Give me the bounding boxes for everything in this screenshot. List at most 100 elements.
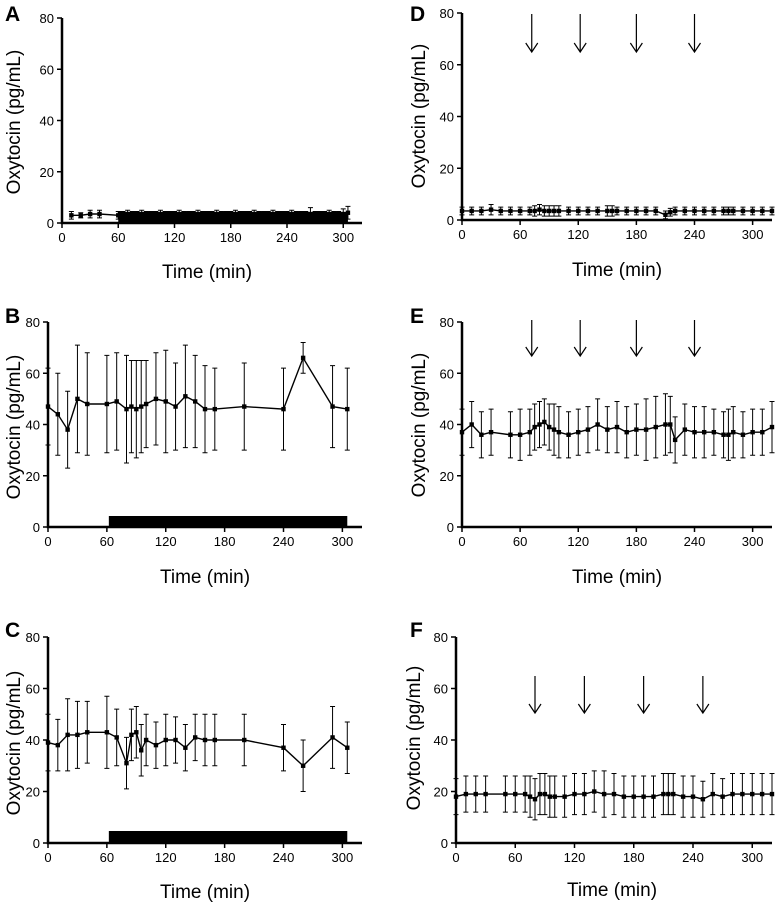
data-point	[769, 791, 775, 797]
stimulation-bar	[108, 831, 348, 843]
data-point	[532, 208, 537, 214]
data-point	[134, 213, 140, 218]
data-point	[202, 406, 208, 412]
data-point	[134, 730, 139, 735]
x-axis-title: Time (min)	[160, 882, 250, 903]
stimulus-arrow	[577, 676, 591, 715]
panel-f: F Oxytocin (pg/mL) Time (min) 0 60 120 1…	[404, 619, 775, 901]
data-point	[345, 406, 350, 412]
x-tick-label: 60	[100, 534, 114, 549]
x-tick-label: 120	[567, 534, 589, 549]
y-tick-label: 60	[434, 682, 448, 697]
data-point	[740, 791, 745, 797]
data-point	[621, 794, 627, 799]
data-point	[517, 432, 523, 437]
data-point	[576, 208, 581, 214]
data-point	[183, 745, 188, 750]
data-point	[624, 208, 629, 214]
y-tick-label: 60	[440, 366, 454, 381]
data-point	[726, 432, 731, 437]
data-point	[605, 427, 610, 432]
data-point	[85, 401, 90, 407]
data-point	[634, 427, 639, 432]
x-tick-label: 120	[155, 850, 177, 865]
data-point	[769, 208, 775, 214]
axis-frame	[60, 18, 362, 225]
data-point	[532, 797, 538, 802]
data-point	[653, 208, 658, 214]
x-axis-title: Time (min)	[572, 260, 662, 281]
data-point	[643, 208, 649, 214]
data-point	[643, 427, 649, 432]
y-tick-label: 0	[33, 836, 40, 851]
data-point	[730, 791, 735, 797]
data-point	[289, 211, 294, 217]
data-point	[572, 791, 577, 797]
data-point	[631, 794, 636, 799]
x-tick-label: 120	[567, 227, 589, 242]
data-point	[614, 424, 620, 430]
data-point	[300, 763, 306, 768]
data-point	[592, 789, 597, 794]
data-point	[176, 211, 182, 217]
data-point	[186, 213, 191, 218]
data-point	[562, 794, 567, 799]
x-tick-label: 0	[44, 534, 51, 549]
data-point	[163, 399, 168, 404]
data-point	[479, 208, 484, 214]
y-tick-label: 60	[40, 62, 54, 77]
data-point	[488, 429, 494, 435]
data-point	[750, 791, 755, 797]
data-point	[508, 432, 513, 437]
data-point	[522, 791, 528, 797]
data-point	[209, 213, 215, 218]
data-point	[672, 208, 678, 214]
data-point	[668, 210, 673, 215]
data-point	[75, 732, 80, 738]
y-tick-label: 40	[434, 733, 448, 748]
y-axis-title: Oxytocin (pg/mL)	[409, 44, 430, 189]
data-point	[527, 794, 533, 799]
data-point	[163, 737, 168, 743]
y-tick-label: 0	[447, 520, 454, 535]
data-point	[614, 208, 620, 214]
data-point	[663, 212, 668, 218]
data-point	[205, 213, 210, 218]
data-point	[459, 429, 465, 435]
data-point	[284, 213, 290, 218]
data-point	[330, 735, 335, 740]
x-tick-label: 0	[58, 230, 65, 245]
data-point	[65, 427, 70, 432]
data-point	[601, 791, 607, 797]
x-tick-label: 60	[100, 850, 114, 865]
data-point	[114, 399, 119, 404]
y-tick-label: 0	[447, 213, 454, 228]
y-tick-label: 40	[440, 110, 454, 125]
stimulus-arrow	[629, 14, 643, 54]
data-point	[153, 396, 159, 402]
data-point	[711, 429, 717, 435]
data-point	[300, 355, 306, 361]
stimulus-arrow	[528, 676, 542, 715]
data-point	[212, 737, 218, 743]
data-point	[740, 208, 746, 214]
y-tick-label: 20	[434, 785, 448, 800]
data-point	[760, 208, 765, 214]
data-point	[331, 213, 337, 218]
data-point	[479, 432, 484, 437]
y-tick-label: 80	[440, 6, 454, 21]
data-point	[65, 732, 70, 738]
data-point	[124, 406, 129, 412]
x-tick-label: 300	[741, 850, 763, 865]
y-tick-label: 80	[26, 630, 40, 645]
data-point	[130, 213, 135, 218]
data-point	[552, 794, 557, 799]
data-point	[682, 427, 688, 432]
data-point	[690, 794, 696, 799]
data-point	[546, 424, 552, 430]
data-point	[666, 791, 671, 797]
data-point	[547, 794, 553, 799]
data-point	[129, 404, 134, 409]
y-tick-label: 60	[440, 58, 454, 73]
x-tick-label: 180	[623, 850, 645, 865]
